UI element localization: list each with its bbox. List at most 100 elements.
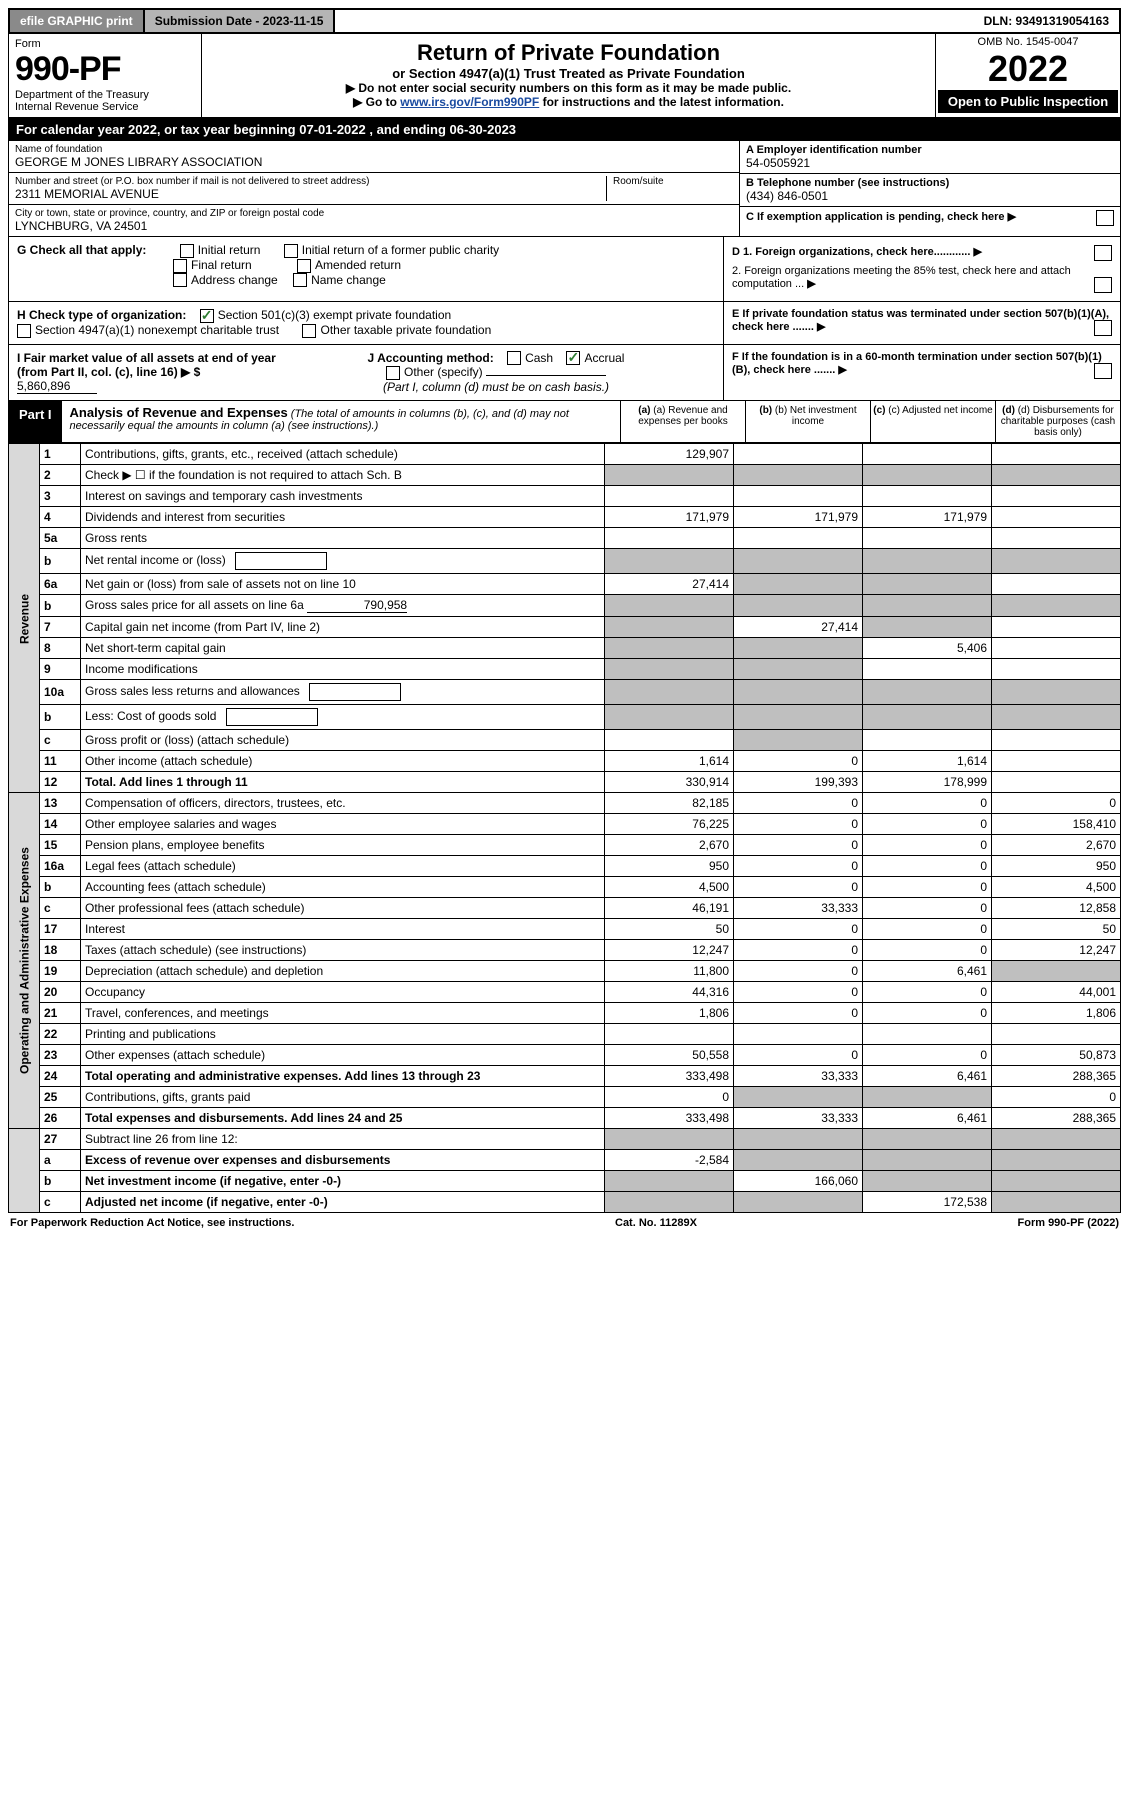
footer-left: For Paperwork Reduction Act Notice, see … bbox=[10, 1217, 294, 1229]
fmv-value: 5,860,896 bbox=[17, 379, 97, 394]
amount-cell: 171,979 bbox=[734, 507, 863, 528]
d2-row: 2. Foreign organizations meeting the 85%… bbox=[732, 263, 1112, 295]
line-description: Subtract line 26 from line 12: bbox=[81, 1129, 605, 1150]
table-row: 8Net short-term capital gain5,406 bbox=[9, 638, 1121, 659]
entity-name-cell: Name of foundation GEORGE M JONES LIBRAR… bbox=[9, 141, 739, 173]
header-center: Return of Private Foundation or Section … bbox=[202, 34, 935, 117]
amount-cell: 1,806 bbox=[992, 1003, 1121, 1024]
other-specify-line bbox=[486, 375, 606, 376]
g-item-5: Name change bbox=[311, 273, 386, 287]
amount-cell bbox=[992, 486, 1121, 507]
d2-checkbox[interactable] bbox=[1094, 277, 1112, 293]
cb-cash[interactable] bbox=[507, 351, 521, 365]
cb-name-change[interactable] bbox=[293, 273, 307, 287]
amount-cell bbox=[734, 1150, 863, 1171]
j-cash: Cash bbox=[525, 351, 553, 365]
g-checks: G Check all that apply: Initial return I… bbox=[9, 237, 723, 301]
amount-cell: 0 bbox=[734, 961, 863, 982]
cb-address-change[interactable] bbox=[173, 273, 187, 287]
d1-checkbox[interactable] bbox=[1094, 245, 1112, 261]
line-number: 22 bbox=[40, 1024, 81, 1045]
cb-initial-former[interactable] bbox=[284, 244, 298, 258]
irs-line: Internal Revenue Service bbox=[15, 101, 195, 113]
amount-cell bbox=[605, 1024, 734, 1045]
e-text: E If private foundation status was termi… bbox=[732, 308, 1109, 333]
amount-cell: 12,858 bbox=[992, 898, 1121, 919]
e-checkbox[interactable] bbox=[1094, 320, 1112, 336]
amount-cell bbox=[734, 730, 863, 751]
cha-text: (a) Revenue and expenses per books bbox=[638, 405, 728, 427]
line-description: Excess of revenue over expenses and disb… bbox=[81, 1150, 605, 1171]
amount-cell bbox=[992, 465, 1121, 486]
line-description: Other employee salaries and wages bbox=[81, 814, 605, 835]
amount-cell bbox=[863, 528, 992, 549]
header-right: OMB No. 1545-0047 2022 Open to Public In… bbox=[935, 34, 1120, 117]
tax-year-band: For calendar year 2022, or tax year begi… bbox=[8, 118, 1121, 141]
header-left: Form 990-PF Department of the Treasury I… bbox=[9, 34, 202, 117]
omb-number: OMB No. 1545-0047 bbox=[938, 36, 1118, 48]
street-address: 2311 MEMORIAL AVENUE bbox=[15, 187, 606, 201]
line-description: Depreciation (attach schedule) and deple… bbox=[81, 961, 605, 982]
cb-other-method[interactable] bbox=[386, 366, 400, 380]
amount-cell bbox=[605, 486, 734, 507]
line-description: Gross sales price for all assets on line… bbox=[81, 595, 605, 617]
amount-cell bbox=[992, 507, 1121, 528]
amount-cell: 0 bbox=[863, 940, 992, 961]
h1-text: Section 501(c)(3) exempt private foundat… bbox=[218, 308, 451, 322]
line-description: Accounting fees (attach schedule) bbox=[81, 877, 605, 898]
amount-cell: 1,614 bbox=[605, 751, 734, 772]
amount-cell bbox=[734, 486, 863, 507]
cb-accrual[interactable] bbox=[566, 351, 580, 365]
cb-501c3[interactable] bbox=[200, 309, 214, 323]
line-description: Other expenses (attach schedule) bbox=[81, 1045, 605, 1066]
f-check: F If the foundation is in a 60-month ter… bbox=[723, 345, 1120, 401]
amount-cell bbox=[863, 1171, 992, 1192]
amount-cell: 4,500 bbox=[992, 877, 1121, 898]
g-item-0: Initial return bbox=[198, 243, 261, 257]
amount-cell: 0 bbox=[734, 751, 863, 772]
amount-cell bbox=[605, 528, 734, 549]
amount-cell bbox=[734, 1024, 863, 1045]
line-number: 11 bbox=[40, 751, 81, 772]
amount-cell bbox=[863, 1024, 992, 1045]
cb-amended-return[interactable] bbox=[297, 259, 311, 273]
amount-cell: 199,393 bbox=[734, 772, 863, 793]
line-number: 15 bbox=[40, 835, 81, 856]
table-row: 11Other income (attach schedule)1,61401,… bbox=[9, 751, 1121, 772]
table-row: 6aNet gain or (loss) from sale of assets… bbox=[9, 574, 1121, 595]
table-row: 2Check ▶ ☐ if the foundation is not requ… bbox=[9, 465, 1121, 486]
amount-cell: 0 bbox=[734, 856, 863, 877]
cb-4947[interactable] bbox=[17, 324, 31, 338]
amount-cell bbox=[734, 1129, 863, 1150]
amount-cell: 950 bbox=[992, 856, 1121, 877]
line-description: Gross rents bbox=[81, 528, 605, 549]
line-number: 1 bbox=[40, 444, 81, 465]
j-label: J Accounting method: bbox=[368, 351, 494, 365]
entity-block: Name of foundation GEORGE M JONES LIBRAR… bbox=[8, 141, 1121, 237]
cb-initial-return[interactable] bbox=[180, 244, 194, 258]
line-description: Check ▶ ☐ if the foundation is not requi… bbox=[81, 465, 605, 486]
line-description: Compensation of officers, directors, tru… bbox=[81, 793, 605, 814]
amount-cell: 12,247 bbox=[605, 940, 734, 961]
addr-label: Number and street (or P.O. box number if… bbox=[15, 176, 606, 187]
amount-cell: 950 bbox=[605, 856, 734, 877]
amount-cell: 44,316 bbox=[605, 982, 734, 1003]
revenue-side-label: Revenue bbox=[9, 444, 40, 793]
amount-cell bbox=[863, 444, 992, 465]
amount-cell bbox=[863, 465, 992, 486]
c-checkbox[interactable] bbox=[1096, 210, 1114, 226]
table-row: 7Capital gain net income (from Part IV, … bbox=[9, 617, 1121, 638]
amount-cell bbox=[992, 1171, 1121, 1192]
d1-text: D 1. Foreign organizations, check here..… bbox=[732, 246, 970, 258]
line-number: b bbox=[40, 877, 81, 898]
cb-other-taxable[interactable] bbox=[302, 324, 316, 338]
entity-addr-cell: Number and street (or P.O. box number if… bbox=[9, 173, 739, 205]
f-checkbox[interactable] bbox=[1094, 363, 1112, 379]
cb-final-return[interactable] bbox=[173, 259, 187, 273]
amount-cell bbox=[992, 680, 1121, 705]
line-number: 26 bbox=[40, 1108, 81, 1129]
amount-cell: 0 bbox=[734, 982, 863, 1003]
line-number: 14 bbox=[40, 814, 81, 835]
irs-link[interactable]: www.irs.gov/Form990PF bbox=[400, 95, 539, 109]
line-number: a bbox=[40, 1150, 81, 1171]
